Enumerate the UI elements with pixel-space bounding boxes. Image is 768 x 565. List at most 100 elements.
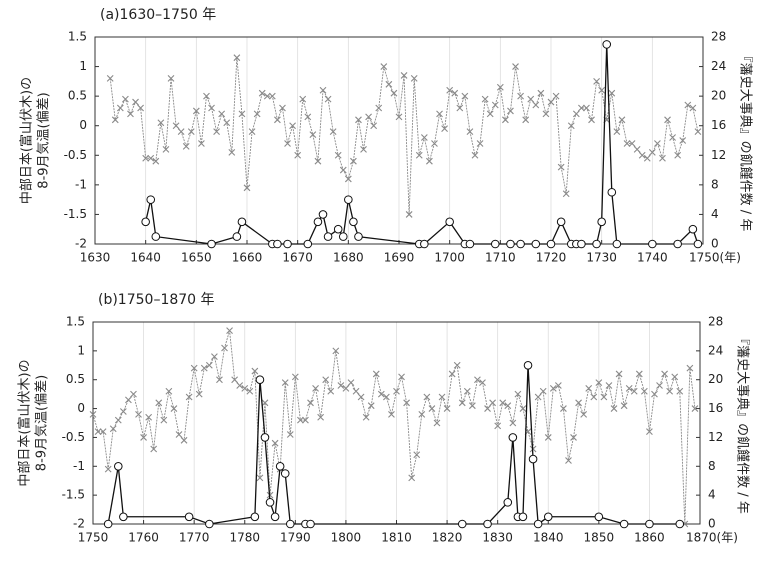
y2-tick-label: 28 bbox=[708, 315, 723, 329]
y-axis-label: 中部日本(富山伏木)の bbox=[17, 359, 33, 486]
x-marker bbox=[385, 80, 393, 88]
x-marker bbox=[451, 89, 459, 97]
x-marker bbox=[268, 92, 276, 100]
x-marker bbox=[504, 402, 512, 410]
x-marker bbox=[135, 410, 142, 418]
x-marker bbox=[119, 408, 127, 415]
x-tick-label: 1710 bbox=[485, 251, 516, 265]
x-marker bbox=[426, 157, 433, 165]
x-marker bbox=[175, 431, 183, 438]
y-tick-label: -0.5 bbox=[64, 148, 87, 162]
y-tick-label: 0.5 bbox=[68, 89, 87, 103]
x-marker bbox=[180, 436, 188, 444]
x-marker bbox=[458, 399, 466, 407]
x-marker bbox=[491, 101, 499, 109]
y-axis-label: 8-9月気温(偏差) bbox=[36, 92, 52, 188]
x-marker bbox=[395, 113, 403, 121]
x-marker bbox=[195, 390, 203, 398]
circle-marker bbox=[306, 519, 315, 529]
y2-tick-label: 24 bbox=[708, 343, 723, 357]
x-marker bbox=[327, 387, 335, 395]
x-marker bbox=[170, 405, 178, 412]
x-tick-label: 1770 bbox=[179, 531, 210, 545]
chart-title: (a)1630–1750 年 bbox=[100, 7, 216, 23]
x-marker bbox=[643, 154, 651, 162]
y-tick-label: 1.5 bbox=[66, 315, 85, 329]
x-marker bbox=[291, 373, 299, 381]
x-marker bbox=[456, 104, 464, 112]
circle-marker bbox=[318, 210, 328, 219]
y2-tick-label: 24 bbox=[711, 59, 726, 73]
x-marker bbox=[474, 376, 481, 384]
x-marker bbox=[476, 140, 484, 147]
x-marker bbox=[549, 384, 557, 392]
circle-marker bbox=[528, 454, 538, 464]
x-marker bbox=[600, 393, 608, 401]
x-tick-label: 1730 bbox=[586, 251, 617, 265]
y2-tick-label: 8 bbox=[708, 459, 716, 473]
circle-marker bbox=[556, 217, 566, 227]
x-marker bbox=[182, 143, 190, 150]
x-marker bbox=[122, 95, 129, 103]
x-marker bbox=[177, 128, 185, 136]
x-marker bbox=[205, 361, 213, 369]
x-marker bbox=[598, 86, 606, 94]
x-marker bbox=[190, 364, 198, 372]
circle-marker bbox=[349, 217, 358, 227]
circle-marker bbox=[255, 375, 265, 385]
x-tick-label: 1680 bbox=[333, 251, 364, 265]
x-marker bbox=[666, 387, 674, 395]
x-marker bbox=[659, 154, 666, 162]
circle-marker bbox=[503, 498, 513, 507]
x-marker bbox=[646, 428, 653, 436]
x-marker bbox=[304, 113, 312, 121]
x-tick-label: 1780 bbox=[229, 531, 260, 545]
x-marker bbox=[142, 154, 150, 162]
circle-marker bbox=[688, 224, 698, 234]
x-marker bbox=[145, 413, 153, 421]
x-marker bbox=[109, 425, 117, 433]
x-marker bbox=[554, 382, 562, 389]
x-marker bbox=[393, 387, 400, 395]
x-marker bbox=[499, 399, 507, 407]
x-marker bbox=[226, 327, 233, 335]
x-marker bbox=[106, 75, 114, 82]
x-marker bbox=[360, 145, 367, 153]
x-marker bbox=[661, 370, 668, 378]
x-marker bbox=[664, 116, 671, 124]
x-marker bbox=[466, 128, 474, 136]
x-marker bbox=[613, 128, 621, 136]
x-marker bbox=[377, 390, 385, 398]
circle-marker bbox=[607, 187, 617, 197]
x-marker bbox=[294, 151, 302, 159]
x-tick-label: 1750 bbox=[78, 531, 109, 545]
x-marker bbox=[342, 384, 350, 392]
x-marker bbox=[539, 387, 547, 395]
x-marker bbox=[213, 128, 220, 136]
y-tick-label: -2 bbox=[73, 517, 85, 531]
x-marker bbox=[496, 83, 504, 91]
x-marker bbox=[104, 465, 112, 473]
x-marker bbox=[517, 92, 524, 100]
x-marker bbox=[433, 419, 441, 427]
circle-marker bbox=[543, 512, 553, 522]
circle-marker bbox=[420, 239, 429, 249]
y-axis-label: 中部日本(富山伏木)の bbox=[19, 77, 35, 204]
y2-tick-label: 0 bbox=[708, 517, 716, 531]
x-marker bbox=[686, 364, 694, 372]
y2-tick-label: 12 bbox=[711, 148, 726, 162]
x-marker bbox=[638, 151, 646, 159]
circle-marker bbox=[250, 512, 260, 522]
circle-marker bbox=[113, 461, 123, 471]
x-marker bbox=[367, 402, 375, 410]
circle-marker bbox=[508, 433, 518, 442]
x-marker bbox=[468, 402, 476, 410]
y-tick-label: -1 bbox=[73, 459, 85, 473]
x-marker bbox=[436, 110, 443, 118]
circle-marker bbox=[275, 461, 285, 471]
x-marker bbox=[89, 410, 97, 418]
x-marker bbox=[200, 364, 208, 372]
x-marker bbox=[605, 382, 613, 389]
x-marker bbox=[231, 376, 239, 384]
x-marker bbox=[372, 370, 380, 378]
